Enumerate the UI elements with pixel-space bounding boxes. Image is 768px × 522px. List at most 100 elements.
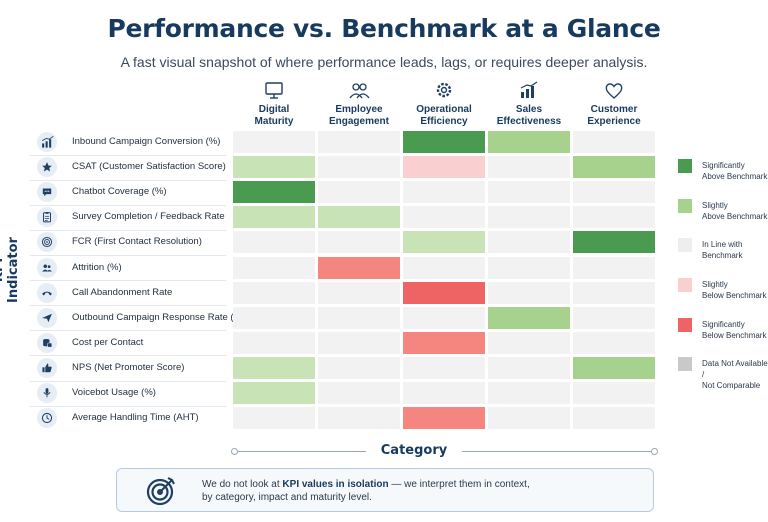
row-separator — [30, 405, 226, 407]
column-header-4: Sales Effectiveness — [488, 80, 570, 128]
row-separator — [30, 280, 226, 282]
legend-label-significantly-above: Significantly Above Benchmark — [702, 161, 768, 181]
row-separator — [30, 204, 226, 206]
column-header-label-line1: Sales — [515, 104, 543, 115]
heatmap-cell-r8-c5 — [573, 306, 655, 329]
heatmap-cell-r6-c4 — [488, 256, 570, 279]
phone-icon — [42, 291, 52, 296]
heatmap-cell-r12-c4 — [488, 407, 570, 430]
row-label-7: Call Abandonment Rate — [72, 286, 173, 298]
row-label-11: Voicebot Usage (%) — [72, 387, 156, 398]
row-label-2: CSAT (Customer Satisfaction Score) — [72, 161, 226, 173]
heatmap-cell-r8-c3 — [403, 306, 485, 329]
heatmap-cell-r4-c5 — [573, 206, 655, 229]
heatmap-cell-r11-c2 — [318, 382, 400, 404]
legend-swatch-not-available — [678, 357, 692, 371]
row-separator — [30, 380, 226, 382]
heatmap-cell-r10-c4 — [488, 356, 570, 379]
category-axis-start-dot — [231, 448, 238, 455]
heatmap-cell-r5-c4 — [488, 231, 570, 254]
column-header-2: Employee Engagement — [318, 80, 400, 128]
row-icon-5 — [37, 232, 57, 253]
category-axis-label: Category — [380, 443, 448, 458]
row-icon-4 — [37, 207, 57, 228]
category-axis-line-left — [238, 451, 366, 452]
heatmap-cell-r5-c5 — [573, 231, 655, 254]
heatmap-cell-r3-c3 — [403, 181, 485, 204]
legend-swatch-slightly-below — [678, 278, 692, 292]
heatmap-cell-r11-c5 — [573, 382, 655, 404]
heatmap-cell-r1-c5 — [573, 131, 655, 153]
bar-chart-icon — [520, 81, 538, 98]
legend-swatch-significantly-below — [678, 318, 692, 332]
heatmap-cell-r10-c5 — [573, 356, 655, 379]
heatmap-cell-r5-c3 — [403, 231, 485, 254]
column-header-label-line1: Operational — [416, 104, 472, 115]
heatmap-cell-r6-c5 — [573, 256, 655, 279]
row-separator — [30, 229, 226, 231]
heatmap-cell-r4-c4 — [488, 206, 570, 229]
heatmap-cell-r12-c1 — [233, 407, 315, 430]
row-label-5: FCR (First Contact Resolution) — [72, 236, 202, 248]
clipboard-icon — [43, 212, 51, 223]
heatmap-cell-r6-c1 — [233, 256, 315, 279]
legend-label-significantly-below: Significantly Below Benchmark — [702, 320, 767, 340]
column-header-label-line1: Employee — [335, 104, 383, 115]
y-axis-label: KPI Indicator — [0, 237, 21, 303]
row-separator — [30, 305, 226, 307]
heatmap-cell-r2-c2 — [318, 156, 400, 179]
row-icon-8 — [37, 307, 57, 328]
heatmap-cell-r4-c1 — [233, 206, 315, 229]
heatmap-cell-r10-c1 — [233, 356, 315, 379]
heatmap-cell-r10-c2 — [318, 356, 400, 379]
heatmap-cell-r8-c2 — [318, 306, 400, 329]
row-separator — [30, 330, 226, 332]
chat-icon — [42, 188, 52, 197]
thumbs-up-icon — [42, 363, 52, 373]
row-icon-3 — [37, 182, 57, 203]
row-separator — [30, 355, 226, 357]
row-icon-9 — [37, 332, 57, 353]
note-part1: We do not look at — [202, 479, 283, 490]
heatmap-cell-r6-c3 — [403, 256, 485, 279]
note-part2: — we interpret them in context, — [388, 479, 530, 490]
row-separator — [30, 179, 226, 181]
people-icon — [349, 83, 370, 99]
page-subtitle: A fast visual snapshot of where performa… — [120, 54, 648, 70]
legend-label-slightly-below: Slightly Below Benchmark — [702, 280, 767, 300]
column-header-label-line2: Experience — [587, 116, 641, 127]
row-label-10: NPS (Net Promoter Score) — [72, 361, 185, 373]
heatmap-cell-r9-c2 — [318, 331, 400, 354]
category-axis-line-right — [462, 451, 652, 452]
column-header-label-line2: Efficiency — [420, 116, 468, 127]
heatmap-cell-r11-c3 — [403, 382, 485, 404]
row-label-3: Chatbot Coverage (%) — [72, 186, 167, 198]
heatmap-cell-r12-c3 — [403, 407, 485, 430]
heatmap-cell-r7-c3 — [403, 281, 485, 304]
page-title: Performance vs. Benchmark at a Glance — [107, 14, 661, 43]
row-icon-6 — [37, 257, 57, 278]
column-header-5: Customer Experience — [573, 80, 655, 128]
heatmap-cell-r2-c5 — [573, 156, 655, 179]
heatmap-cell-r5-c2 — [318, 231, 400, 254]
heatmap-cell-r12-c2 — [318, 407, 400, 430]
heatmap-cell-r11-c4 — [488, 382, 570, 404]
heatmap-cell-r1-c2 — [318, 131, 400, 153]
heatmap-cell-r2-c3 — [403, 156, 485, 179]
heatmap-cell-r3-c4 — [488, 181, 570, 204]
legend-label-not-available: Data Not Available / Not Comparable — [702, 359, 768, 390]
users-icon — [42, 264, 52, 271]
row-label-4: Survey Completion / Feedback Rate — [72, 211, 225, 223]
heatmap-cell-r12-c5 — [573, 407, 655, 430]
microphone-icon — [43, 388, 51, 398]
heatmap-cell-r11-c1 — [233, 382, 315, 404]
row-icon-12 — [37, 408, 57, 429]
row-separator — [30, 154, 226, 156]
heatmap-cell-r3-c1 — [233, 181, 315, 204]
clock-icon — [41, 413, 53, 424]
column-header-label-line1: Digital — [258, 104, 290, 115]
legend-label-slightly-above: Slightly Above Benchmark — [702, 201, 768, 221]
heatmap-cell-r8-c4 — [488, 306, 570, 329]
category-axis-end-dot — [651, 448, 658, 455]
column-header-label-line2: Engagement — [328, 116, 389, 127]
